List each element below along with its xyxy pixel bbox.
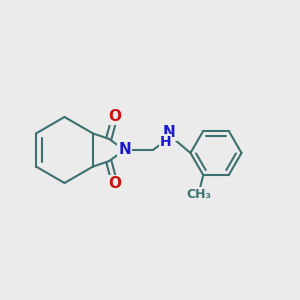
Text: O: O: [108, 176, 121, 191]
Text: O: O: [108, 109, 121, 124]
Text: N: N: [163, 125, 176, 140]
Text: H: H: [160, 135, 171, 149]
Text: CH₃: CH₃: [186, 188, 211, 201]
Text: N: N: [118, 142, 131, 158]
